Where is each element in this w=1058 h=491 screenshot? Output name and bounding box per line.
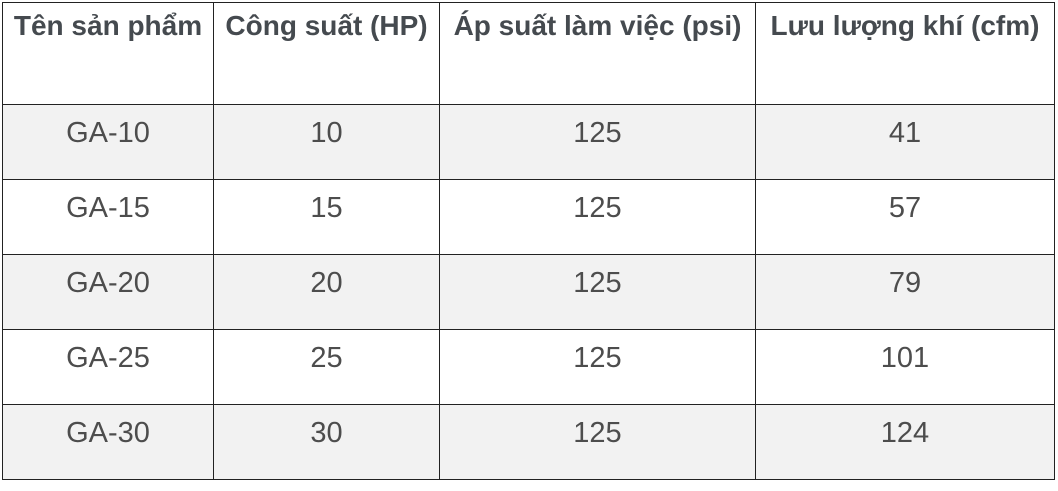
cell-airflow: 79 <box>755 254 1055 330</box>
cell-power: 20 <box>213 254 440 330</box>
cell-product-name: GA-20 <box>2 254 214 330</box>
cell-power: 25 <box>213 329 440 405</box>
cell-product-name: GA-15 <box>2 179 214 255</box>
header-product-name: Tên sản phẩm <box>2 2 214 105</box>
header-airflow: Lưu lượng khí (cfm) <box>755 2 1055 105</box>
cell-power: 10 <box>213 104 440 180</box>
cell-product-name: GA-25 <box>2 329 214 405</box>
cell-pressure: 125 <box>439 254 756 330</box>
table-row: GA-10 10 125 41 <box>2 104 1055 180</box>
cell-airflow: 41 <box>755 104 1055 180</box>
cell-pressure: 125 <box>439 179 756 255</box>
table-row: GA-20 20 125 79 <box>2 254 1055 330</box>
cell-power: 30 <box>213 404 440 480</box>
cell-pressure: 125 <box>439 104 756 180</box>
table-row: GA-30 30 125 124 <box>2 404 1055 480</box>
cell-airflow: 124 <box>755 404 1055 480</box>
table-row: GA-15 15 125 57 <box>2 179 1055 255</box>
cell-pressure: 125 <box>439 329 756 405</box>
cell-airflow: 101 <box>755 329 1055 405</box>
cell-product-name: GA-10 <box>2 104 214 180</box>
header-power: Công suất (HP) <box>213 2 440 105</box>
cell-airflow: 57 <box>755 179 1055 255</box>
table-row: GA-25 25 125 101 <box>2 329 1055 405</box>
header-row: Tên sản phẩm Công suất (HP) Áp suất làm … <box>2 2 1055 105</box>
product-spec-table: Tên sản phẩm Công suất (HP) Áp suất làm … <box>2 2 1055 480</box>
cell-pressure: 125 <box>439 404 756 480</box>
cell-power: 15 <box>213 179 440 255</box>
header-pressure: Áp suất làm việc (psi) <box>439 2 756 105</box>
cell-product-name: GA-30 <box>2 404 214 480</box>
